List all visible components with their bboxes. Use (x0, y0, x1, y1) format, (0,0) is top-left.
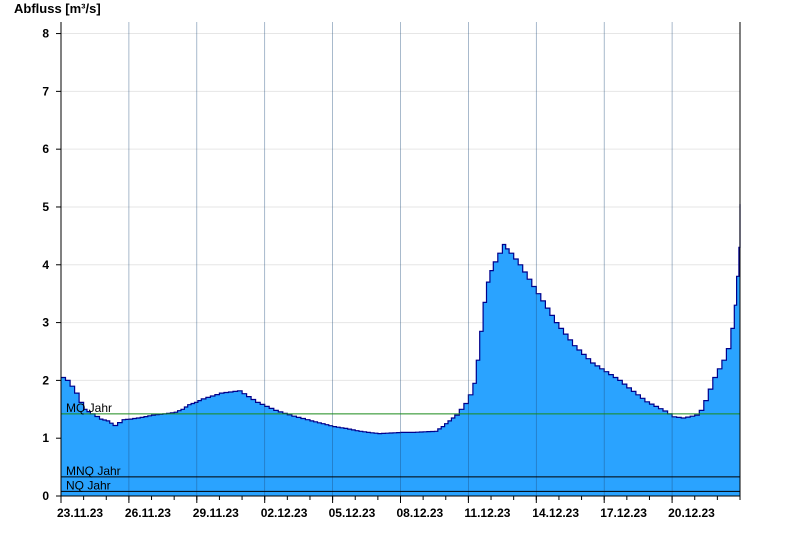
series-area (61, 204, 740, 496)
x-tick-label: 08.12.23 (397, 506, 444, 520)
y-tick-label: 3 (42, 316, 49, 330)
x-tick-label: 02.12.23 (261, 506, 308, 520)
x-tick-label: 20.12.23 (668, 506, 715, 520)
y-tick-label: 0 (42, 489, 49, 503)
day-grid-lines (128, 22, 673, 496)
y-axis-label: Abfluss [m³/s] (14, 1, 101, 16)
series-area-layer (61, 204, 741, 496)
reference-line-label: MQ Jahr (66, 401, 112, 415)
x-tick-label: 05.12.23 (329, 506, 376, 520)
y-tick-label: 1 (42, 431, 49, 445)
x-tick-label: 17.12.23 (600, 506, 647, 520)
series-edge (61, 204, 741, 435)
y-tick-label: 2 (42, 373, 49, 387)
x-tick-label: 11.12.23 (464, 506, 510, 520)
y-ticks: 0 1 2 3 4 5 6 7 8 (42, 27, 61, 503)
y-tick-label: 5 (42, 200, 49, 214)
x-tick-label: 14.12.23 (532, 506, 579, 520)
y-tick-label: 4 (42, 258, 49, 272)
x-tick-label: 23.11.23 (57, 506, 103, 520)
y-tick-label: 6 (42, 142, 49, 156)
x-ticks: 23.11.23 26.11.23 29.11.23 02.12.23 05.12.23… (57, 496, 741, 520)
y-tick-label: 8 (42, 27, 49, 41)
y-tick-label: 7 (42, 84, 49, 98)
reference-line-label: NQ Jahr (66, 478, 111, 492)
reference-line-label: MNQ Jahr (66, 464, 121, 478)
x-tick-label: 29.11.23 (193, 506, 239, 520)
x-tick-label: 26.11.23 (125, 506, 171, 520)
